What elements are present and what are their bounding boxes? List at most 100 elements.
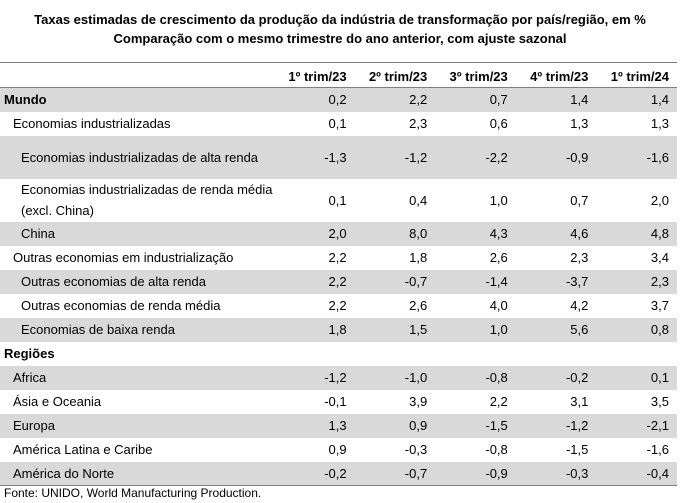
value-cell: 3,4 (650, 250, 669, 265)
header-row: 1º trim/23 2º trim/23 3º trim/23 4º trim… (0, 62, 677, 88)
value-cell: -1,2 (515, 413, 597, 438)
value-cell: -0,1 (324, 394, 347, 409)
value-cell: 3,1 (570, 394, 589, 409)
value-cell: 0,1 (596, 365, 677, 390)
value-cell: -0,9 (435, 461, 516, 486)
value-cell: 0,7 (570, 192, 589, 208)
value-cell: -0,8 (435, 365, 516, 390)
row-label: Economias industrializadas (13, 116, 171, 131)
table-row: Outras economias de renda média 2,2 2,6 … (0, 294, 677, 318)
value-cell: 2,2 (489, 394, 508, 409)
table-row: Economias industrializadas de renda médi… (0, 179, 677, 222)
row-label: Mundo (0, 87, 274, 112)
table-title: Taxas estimadas de crescimento da produç… (34, 12, 646, 27)
value-cell: 1,4 (596, 87, 677, 112)
row-label: América do Norte (0, 461, 274, 486)
value-cell: 0,9 (328, 442, 347, 457)
value-cell (516, 342, 597, 366)
value-cell: -0,2 (274, 461, 355, 486)
value-cell: -3,7 (515, 269, 597, 294)
value-cell: -1,5 (565, 442, 589, 457)
table-row: Africa -1,2 -1,0 -0,8 -0,2 0,1 (0, 365, 677, 390)
table-row: Economias industrializadas de alta renda… (0, 135, 677, 179)
value-cell: -0,7 (354, 461, 436, 486)
value-cell: 1,0 (489, 192, 508, 208)
value-cell: -2,2 (435, 135, 516, 179)
value-cell (435, 342, 516, 366)
value-cell: 0,1 (328, 192, 347, 208)
value-cell: -0,3 (515, 461, 597, 486)
table-row: América Latina e Caribe 0,9 -0,3 -0,8 -1… (0, 438, 677, 462)
row-label: Economias de baixa renda (0, 317, 274, 342)
growth-table: 1º trim/23 2º trim/23 3º trim/23 4º trim… (0, 62, 677, 486)
value-cell: 2,2 (328, 250, 347, 265)
row-label: Economias industrializadas de renda médi… (21, 182, 273, 218)
value-cell: 1,4 (515, 87, 597, 112)
table-row: Regiões (0, 342, 677, 366)
value-cell: 3,7 (650, 298, 669, 313)
value-cell: -0,7 (354, 269, 436, 294)
value-cell: 0,9 (354, 413, 436, 438)
value-cell: 3,5 (650, 394, 669, 409)
value-cell (596, 342, 677, 366)
value-cell: 2,6 (409, 298, 428, 313)
table-row: Economias industrializadas 0,1 2,3 0,6 1… (0, 112, 677, 136)
table-subtitle: Comparação com o mesmo trimestre do ano … (113, 31, 567, 46)
column-header: 1º trim/24 (596, 62, 677, 88)
value-cell: -1,6 (646, 442, 669, 457)
value-cell: -1,5 (435, 413, 516, 438)
value-cell: -0,8 (485, 442, 508, 457)
value-cell: 0,1 (328, 116, 347, 131)
value-cell: -1,3 (274, 135, 355, 179)
value-cell: 4,3 (435, 221, 516, 246)
row-label: Outras economias de renda média (21, 298, 221, 313)
table-row: Mundo 0,2 2,2 0,7 1,4 1,4 (0, 87, 677, 112)
row-label: Ásia e Oceania (13, 394, 102, 409)
value-cell (274, 342, 355, 366)
table-row: China 2,0 8,0 4,3 4,6 4,8 (0, 221, 677, 246)
column-header: 4º trim/23 (515, 62, 597, 88)
column-header: 1º trim/23 (274, 62, 355, 88)
value-cell: -1,2 (274, 365, 355, 390)
value-cell: 4,6 (515, 221, 597, 246)
table-row: Outras economias de alta renda 2,2 -0,7 … (0, 269, 677, 294)
table-row: Economias de baixa renda 1,8 1,5 1,0 5,6… (0, 317, 677, 342)
value-cell: -1,4 (435, 269, 516, 294)
table-row: América do Norte -0,2 -0,7 -0,9 -0,3 -0,… (0, 461, 677, 486)
value-cell: 0,4 (409, 192, 428, 208)
value-cell: 1,3 (650, 116, 669, 131)
value-cell: 2,0 (274, 221, 355, 246)
value-cell: 8,0 (354, 221, 436, 246)
value-cell: 1,5 (354, 317, 436, 342)
value-cell: 2,2 (328, 298, 347, 313)
value-cell: 2,3 (596, 269, 677, 294)
value-cell: -0,3 (404, 442, 428, 457)
table-title-block: Taxas estimadas de crescimento da produç… (0, 10, 680, 48)
value-cell: -1,2 (354, 135, 436, 179)
header-label-cell (0, 62, 274, 88)
row-label: América Latina e Caribe (13, 442, 153, 457)
value-cell: 0,8 (596, 317, 677, 342)
value-cell: 4,0 (489, 298, 508, 313)
value-cell: 2,6 (489, 250, 508, 265)
value-cell: 2,3 (409, 116, 428, 131)
value-cell: 2,0 (650, 192, 669, 208)
value-cell: -0,9 (515, 135, 597, 179)
source-note: Fonte: UNIDO, World Manufacturing Produc… (4, 486, 262, 500)
value-cell: 1,0 (435, 317, 516, 342)
value-cell: -0,2 (515, 365, 597, 390)
value-cell: 0,6 (489, 116, 508, 131)
value-cell (355, 342, 436, 366)
value-cell: 0,7 (435, 87, 516, 112)
table-row: Europa 1,3 0,9 -1,5 -1,2 -2,1 (0, 413, 677, 438)
table-row: Ásia e Oceania -0,1 3,9 2,2 3,1 3,5 (0, 390, 677, 414)
value-cell: 0,2 (274, 87, 355, 112)
value-cell: 2,3 (570, 250, 589, 265)
value-cell: 2,2 (274, 269, 355, 294)
value-cell: -0,4 (596, 461, 677, 486)
row-label: Economias industrializadas de alta renda (0, 135, 274, 179)
value-cell: 4,2 (570, 298, 589, 313)
row-label: Africa (0, 365, 274, 390)
value-cell: 1,8 (274, 317, 355, 342)
value-cell: -2,1 (596, 413, 677, 438)
